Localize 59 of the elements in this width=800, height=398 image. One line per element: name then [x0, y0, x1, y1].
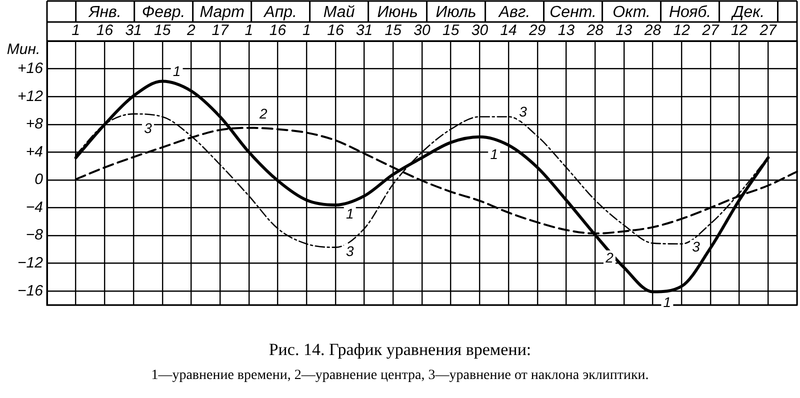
- y-tick-label: −16: [18, 282, 44, 300]
- x-tick-label: 15: [442, 22, 460, 40]
- y-axis-title: Мин.: [6, 41, 40, 58]
- x-tick-label: 15: [154, 22, 172, 40]
- category-label: 1: [663, 294, 672, 310]
- x-tick-label: 29: [528, 22, 546, 40]
- x-tick-label: 13: [558, 22, 576, 40]
- x-tick-label: 16: [96, 22, 114, 40]
- y-tick-label: −12: [18, 254, 44, 272]
- text: Окт.: [612, 4, 650, 21]
- x-tick-label: 31: [125, 22, 142, 40]
- y-tick-label: +4: [26, 143, 43, 160]
- text: 3: [144, 120, 152, 136]
- x-tick-label: 15: [384, 22, 402, 40]
- x-tick-label: 1: [244, 22, 254, 40]
- series-label: 1: [346, 205, 354, 222]
- text: Июнь: [377, 4, 418, 21]
- x-tick-label: 2: [186, 22, 196, 40]
- x-tick-label: 13: [616, 22, 633, 40]
- x-tick-label: 27: [758, 22, 778, 40]
- x-tick-label: 12: [673, 22, 691, 40]
- x-tick-label: 30: [414, 22, 431, 40]
- y-tick-label: −8: [26, 226, 44, 244]
- text: Авг.: [498, 4, 530, 21]
- x-tick-label: 17: [212, 22, 230, 40]
- x-tick-label: 31: [356, 22, 373, 40]
- x-tick-label: 12: [730, 22, 748, 40]
- text: 3: [346, 242, 354, 259]
- x-tick-label: 28: [586, 22, 604, 40]
- y-tick-label: +16: [18, 60, 44, 77]
- text: Нояб.: [668, 4, 712, 21]
- y-tick-label: 0: [34, 171, 44, 188]
- text: Сент.: [550, 4, 596, 21]
- x-tick-label: 14: [500, 22, 517, 40]
- x-tick-label: 16: [327, 22, 344, 40]
- x-tick-label: 28: [643, 22, 662, 40]
- series-label: 3: [692, 238, 700, 255]
- text: Июль: [436, 4, 476, 21]
- series-label: 2: [258, 105, 268, 122]
- text: Май: [323, 4, 355, 21]
- y-tick-label: −4: [26, 198, 43, 216]
- text: Апр.: [263, 4, 297, 21]
- text: Дек.: [730, 4, 765, 21]
- x-tick-label: 27: [701, 22, 720, 40]
- text: 3: [519, 103, 527, 120]
- category-label: 1: [490, 146, 498, 162]
- x-tick-label: 1: [72, 22, 80, 40]
- text: Рис. 14. График уравнения времени:: [268, 340, 532, 360]
- text: Янв.: [88, 4, 122, 21]
- x-tick-label: 16: [269, 22, 287, 40]
- y-tick-label: +12: [18, 88, 44, 105]
- text: 1—уравнение времени, 2—уравнение центра, 3—уравнение от наклона эклиптики.: [150, 368, 650, 384]
- text: Март: [200, 4, 244, 21]
- text: 1: [172, 63, 181, 80]
- y-tick-label: +8: [26, 116, 44, 133]
- text: Февр.: [142, 4, 186, 21]
- category-label: 2: [606, 249, 614, 266]
- x-tick-label: 1: [302, 22, 311, 40]
- x-tick-label: 30: [471, 22, 489, 40]
